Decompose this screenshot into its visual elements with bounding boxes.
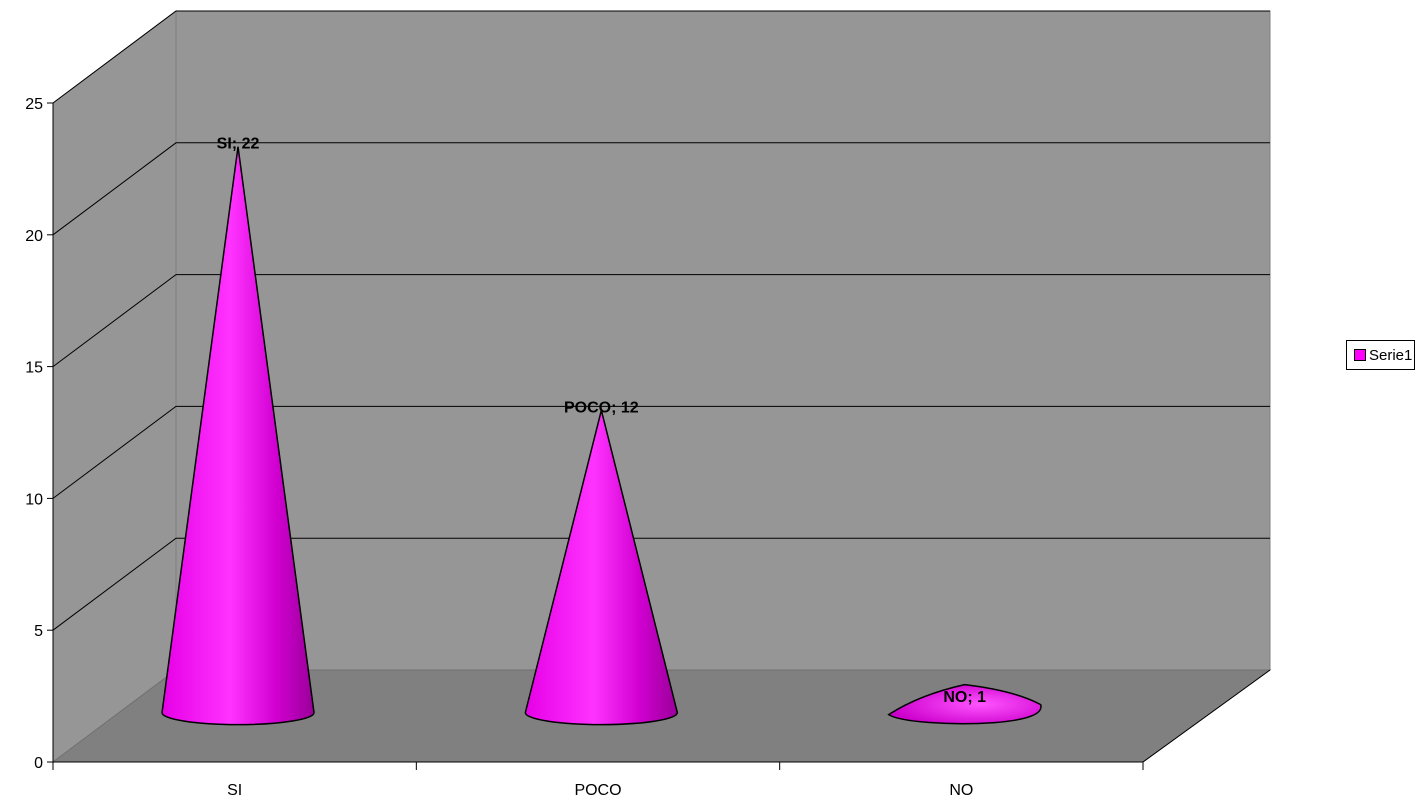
cone-series: [161, 146, 1042, 726]
gridline: [52, 405, 1270, 499]
y-tick-label: 0: [34, 755, 43, 772]
y-tick-label: 15: [25, 360, 43, 377]
legend-swatch: [1354, 349, 1366, 361]
y-tick-label: 10: [25, 491, 43, 508]
gridline: [52, 537, 1270, 631]
gridline: [52, 274, 1270, 368]
cone-bar: [161, 146, 315, 726]
y-tick-label: 5: [34, 623, 43, 640]
gridline: [52, 142, 1270, 236]
gridlines: [52, 10, 1270, 631]
back-wall: [175, 10, 1271, 671]
legend-label: Serie1: [1369, 346, 1413, 364]
gridline: [52, 10, 1270, 104]
x-tick-label: POCO: [574, 782, 621, 799]
side-wall: [52, 10, 177, 763]
cone-bar: [524, 410, 679, 726]
data-label: NO; 1: [943, 689, 986, 706]
data-label: SI; 22: [217, 136, 260, 153]
cone-bar: [887, 683, 1042, 725]
chart-axes: [47, 102, 1144, 770]
floor-edge: [1142, 669, 1271, 763]
chart-walls: [51, 10, 1272, 763]
x-tick-label: NO: [949, 782, 973, 799]
y-tick-label: 20: [25, 228, 43, 245]
x-tick-label: SI: [227, 782, 242, 799]
data-label: POCO; 12: [564, 399, 639, 416]
y-tick-label: 25: [25, 96, 43, 113]
legend: Serie1: [1346, 340, 1415, 370]
chart-labels: 0 5 10 15 20 25 SI POCO NO SI; 22 POCO; 12 NO; 1: [25, 96, 986, 799]
